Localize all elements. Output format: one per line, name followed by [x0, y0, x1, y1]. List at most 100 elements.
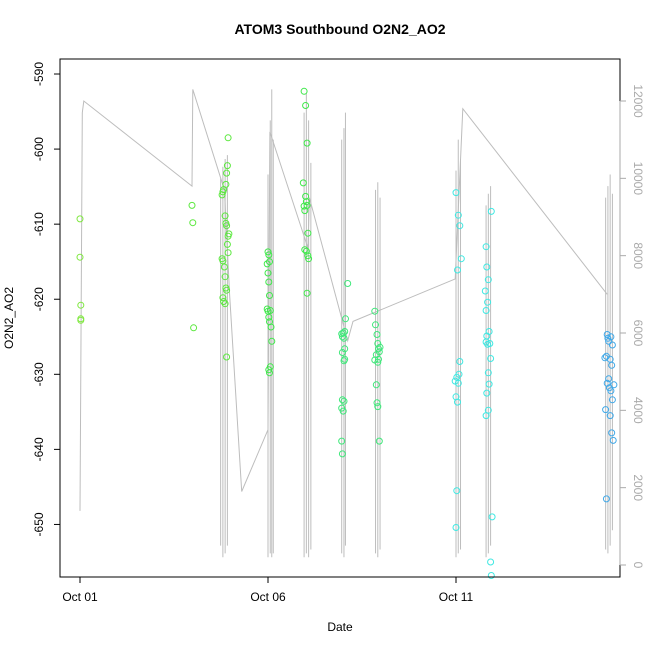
data-point	[222, 180, 230, 188]
data-point	[267, 323, 275, 331]
data-point	[301, 207, 309, 215]
data-point	[338, 450, 346, 458]
y2-tick-label: 2000	[631, 474, 645, 501]
data-point	[305, 255, 313, 263]
data-point	[302, 102, 310, 109]
data-point	[266, 363, 274, 371]
plot-area-frame	[59, 58, 621, 578]
y-tick-label: -630	[32, 362, 46, 386]
data-point	[224, 232, 232, 240]
data-point	[452, 524, 460, 531]
data-point	[482, 412, 490, 420]
data-point	[223, 240, 231, 248]
data-point	[224, 249, 232, 257]
secondary-y-axis: 0 2000 4000 6000 8000 10000 12000	[619, 84, 645, 569]
data-point	[484, 369, 492, 377]
data-point	[223, 169, 231, 177]
data-point	[77, 316, 85, 324]
data-point	[373, 331, 381, 338]
data-point	[76, 253, 84, 261]
y-tick-label: -640	[32, 437, 46, 461]
y-tick-label: -650	[32, 512, 46, 536]
data-point	[374, 358, 382, 366]
data-point	[375, 355, 382, 363]
data-point	[221, 273, 229, 281]
data-point	[264, 248, 272, 256]
data-points-layer	[76, 87, 618, 579]
data-point	[302, 247, 310, 255]
data-point	[76, 215, 84, 223]
data-point	[485, 380, 493, 388]
x-tick-label: Oct 01	[62, 590, 98, 604]
data-point	[266, 307, 274, 314]
data-point	[304, 229, 312, 237]
data-point	[487, 207, 495, 215]
data-point	[484, 276, 492, 284]
data-point	[344, 280, 352, 287]
x-tick-label: Oct 06	[250, 590, 286, 604]
y-axis-label: O2N2_AO2	[2, 287, 16, 349]
y2-tick-label: 10000	[631, 162, 645, 196]
y-axis: -590 -600 -610 -620 -630 -640 -650	[32, 62, 61, 536]
data-point	[454, 266, 461, 274]
data-point	[375, 348, 383, 356]
data-point	[608, 341, 616, 349]
data-point	[221, 300, 229, 308]
data-point	[602, 406, 610, 414]
y2-tick-label: 6000	[631, 320, 645, 347]
data-point	[608, 361, 616, 369]
data-point	[219, 294, 227, 302]
data-point	[190, 324, 198, 332]
data-point	[338, 333, 346, 341]
data-point	[454, 211, 462, 219]
data-point	[299, 179, 307, 187]
data-point	[303, 139, 311, 147]
data-point	[188, 201, 196, 209]
data-point	[606, 412, 614, 420]
data-point	[456, 222, 464, 230]
data-point	[341, 345, 349, 353]
data-point	[482, 243, 490, 251]
data-point	[265, 313, 273, 321]
data-point	[338, 437, 346, 445]
data-point	[610, 381, 618, 389]
data-point	[220, 263, 228, 271]
data-point	[487, 355, 495, 362]
data-point	[452, 189, 460, 197]
data-point	[263, 260, 271, 268]
data-point	[221, 212, 229, 220]
data-point	[338, 396, 346, 404]
x-axis: Oct 01 Oct 06 Oct 11	[62, 576, 474, 604]
data-point	[304, 252, 312, 260]
data-point	[268, 337, 276, 345]
y2-tick-label: 12000	[631, 84, 645, 118]
data-point	[607, 387, 615, 395]
data-point	[301, 246, 309, 254]
data-point	[483, 389, 491, 397]
data-point	[223, 222, 231, 230]
chart-title: ATOM3 Southbound O2N2_AO2	[234, 21, 445, 37]
data-point	[264, 269, 272, 277]
data-point	[487, 572, 495, 579]
data-point	[609, 436, 617, 444]
data-point	[223, 286, 231, 294]
data-point	[340, 397, 348, 405]
data-point	[454, 379, 462, 387]
data-point	[266, 258, 273, 266]
data-point	[608, 396, 616, 404]
data-point	[456, 358, 464, 365]
data-point	[339, 407, 347, 415]
data-point	[481, 287, 489, 295]
x-tick-label: Oct 11	[439, 590, 474, 604]
data-point	[372, 381, 380, 389]
y-tick-label: -610	[32, 212, 46, 236]
data-point	[483, 263, 491, 271]
data-point	[376, 343, 384, 351]
data-point	[602, 495, 610, 503]
data-point	[375, 345, 382, 353]
data-point	[339, 329, 347, 337]
y2-tick-label: 4000	[631, 397, 645, 424]
data-point	[373, 399, 381, 407]
data-point	[604, 334, 612, 342]
